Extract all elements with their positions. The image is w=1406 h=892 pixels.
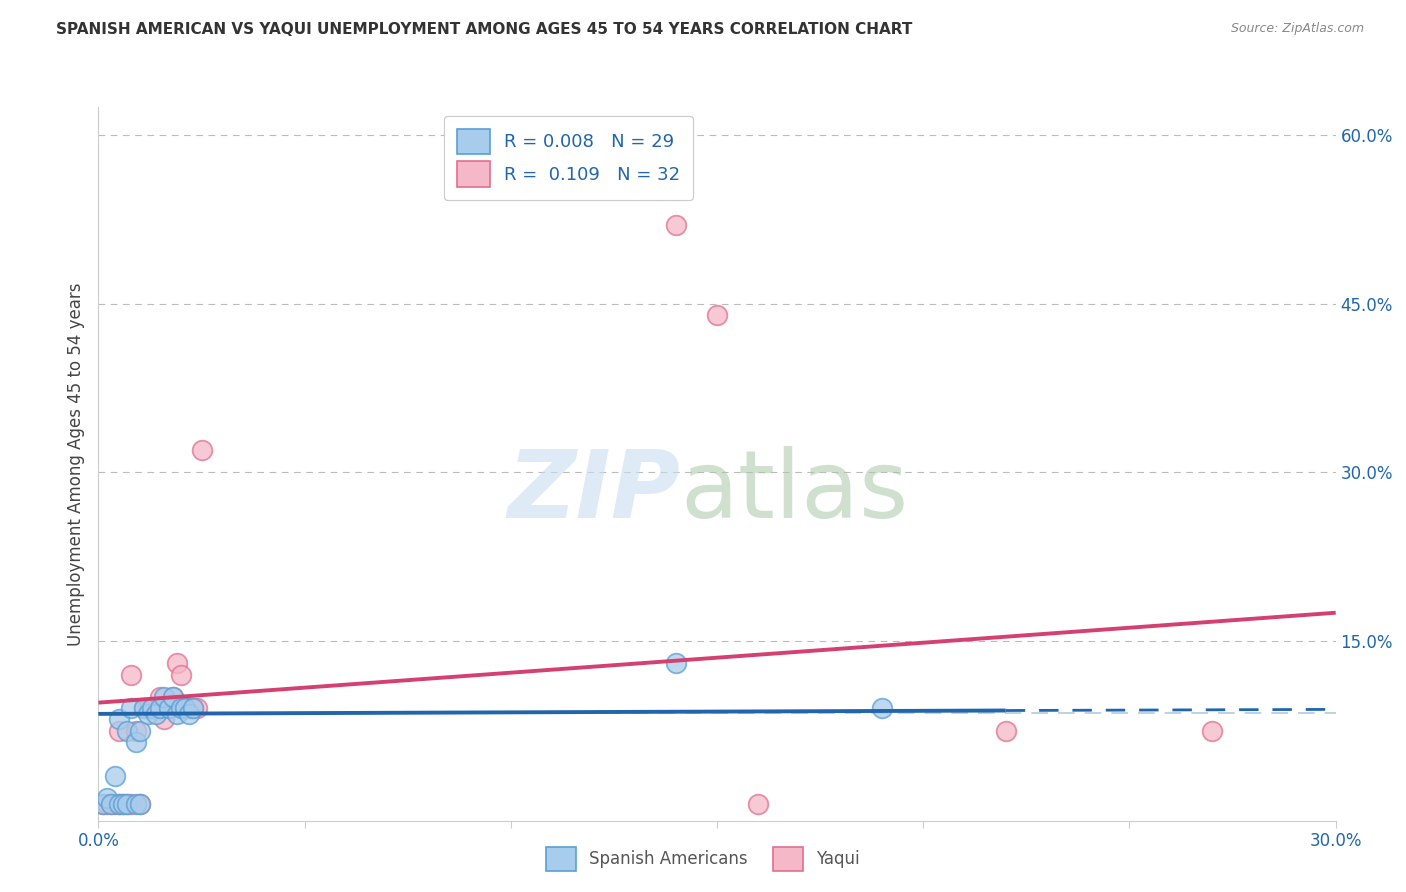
Point [100, 797, 122, 811]
Point [117, 797, 139, 811]
Point [1201, 723, 1223, 738]
Point [665, 218, 688, 232]
Point [108, 797, 131, 811]
Point [179, 701, 201, 715]
Point [120, 667, 142, 681]
Point [179, 706, 201, 721]
Point [166, 706, 188, 721]
Legend: R = 0.008   N = 29, R =  0.109   N = 32: R = 0.008 N = 29, R = 0.109 N = 32 [444, 116, 693, 200]
Point [132, 701, 155, 715]
Point [112, 797, 135, 811]
Point [91, 797, 114, 811]
Point [108, 797, 131, 811]
Point [166, 657, 188, 671]
Point [149, 690, 172, 704]
Point [190, 442, 212, 457]
Text: SPANISH AMERICAN VS YAQUI UNEMPLOYMENT AMONG AGES 45 TO 54 YEARS CORRELATION CHA: SPANISH AMERICAN VS YAQUI UNEMPLOYMENT A… [56, 22, 912, 37]
Point [145, 701, 167, 715]
Point [157, 701, 180, 715]
Point [104, 797, 127, 811]
Point [124, 723, 146, 738]
Point [141, 701, 163, 715]
Point [747, 797, 769, 811]
Point [170, 701, 193, 715]
Point [96, 791, 118, 805]
Point [136, 706, 159, 721]
Point [181, 701, 204, 715]
Point [181, 701, 204, 715]
Point [870, 701, 893, 715]
Point [186, 701, 208, 715]
Point [174, 701, 197, 715]
Point [174, 701, 197, 715]
Point [108, 713, 131, 727]
Y-axis label: Unemployment Among Ages 45 to 54 years: Unemployment Among Ages 45 to 54 years [66, 282, 84, 646]
Point [162, 690, 184, 704]
Point [145, 706, 167, 721]
Point [91, 797, 114, 811]
Point [149, 701, 172, 715]
Point [128, 797, 150, 811]
Text: Source: ZipAtlas.com: Source: ZipAtlas.com [1230, 22, 1364, 36]
Point [665, 657, 688, 671]
Point [96, 797, 118, 811]
Point [117, 797, 139, 811]
Point [170, 667, 193, 681]
Point [136, 701, 159, 715]
Point [104, 769, 127, 783]
Point [112, 797, 135, 811]
Point [994, 723, 1017, 738]
Point [153, 713, 176, 727]
Text: ZIP: ZIP [508, 446, 681, 539]
Point [132, 701, 155, 715]
Point [124, 735, 146, 749]
Point [706, 308, 728, 322]
Point [108, 723, 131, 738]
Point [117, 723, 139, 738]
Point [124, 797, 146, 811]
Point [100, 797, 122, 811]
Point [128, 797, 150, 811]
Point [153, 690, 176, 704]
Point [120, 701, 142, 715]
Point [157, 701, 180, 715]
Point [141, 701, 163, 715]
Legend: Spanish Americans, Yaqui: Spanish Americans, Yaqui [537, 839, 869, 880]
Point [162, 690, 184, 704]
Text: atlas: atlas [681, 446, 908, 539]
Point [128, 723, 150, 738]
Point [120, 797, 142, 811]
